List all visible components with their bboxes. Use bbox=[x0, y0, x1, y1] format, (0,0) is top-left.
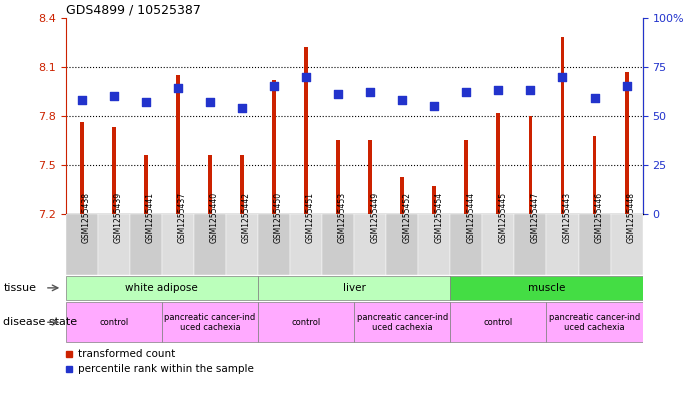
Text: muscle: muscle bbox=[528, 283, 565, 293]
Text: GSM1255449: GSM1255449 bbox=[370, 192, 379, 243]
Point bbox=[76, 97, 87, 103]
Point bbox=[172, 85, 183, 92]
Text: GSM1255438: GSM1255438 bbox=[82, 192, 91, 243]
Bar bbox=[258, 214, 290, 275]
Point bbox=[365, 89, 376, 95]
Bar bbox=[208, 155, 212, 214]
Point bbox=[140, 99, 151, 105]
Point bbox=[461, 89, 472, 95]
Bar bbox=[496, 113, 500, 214]
Bar bbox=[625, 72, 629, 214]
Bar bbox=[451, 214, 482, 275]
Text: percentile rank within the sample: percentile rank within the sample bbox=[78, 364, 254, 375]
Text: GSM1255445: GSM1255445 bbox=[498, 192, 507, 243]
Bar bbox=[529, 116, 532, 214]
Text: GSM1255448: GSM1255448 bbox=[627, 192, 636, 243]
Point bbox=[236, 105, 247, 111]
Text: control: control bbox=[99, 318, 129, 327]
Bar bbox=[578, 214, 611, 275]
Text: white adipose: white adipose bbox=[126, 283, 198, 293]
Bar bbox=[66, 214, 97, 275]
Text: GSM1255441: GSM1255441 bbox=[146, 192, 155, 243]
Bar bbox=[322, 214, 354, 275]
Text: GSM1255453: GSM1255453 bbox=[338, 192, 347, 243]
Point bbox=[621, 83, 632, 90]
Point bbox=[301, 73, 312, 80]
Bar bbox=[464, 141, 468, 214]
Text: tissue: tissue bbox=[3, 283, 37, 293]
Text: liver: liver bbox=[343, 283, 366, 293]
Point bbox=[525, 87, 536, 94]
Point bbox=[397, 97, 408, 103]
Text: GSM1255442: GSM1255442 bbox=[242, 192, 251, 243]
Bar bbox=[66, 276, 258, 299]
Bar bbox=[354, 302, 451, 342]
Bar bbox=[258, 276, 451, 299]
Text: control: control bbox=[484, 318, 513, 327]
Bar bbox=[514, 214, 547, 275]
Bar bbox=[194, 214, 226, 275]
Text: GSM1255446: GSM1255446 bbox=[594, 192, 603, 243]
Point bbox=[332, 91, 343, 97]
Text: pancreatic cancer-ind
uced cachexia: pancreatic cancer-ind uced cachexia bbox=[549, 312, 640, 332]
Bar bbox=[418, 214, 451, 275]
Bar bbox=[337, 141, 340, 214]
Text: GSM1255444: GSM1255444 bbox=[466, 192, 475, 243]
Bar bbox=[611, 214, 643, 275]
Bar bbox=[176, 75, 180, 214]
Bar bbox=[433, 186, 436, 214]
Bar bbox=[593, 136, 596, 214]
Point bbox=[493, 87, 504, 94]
Bar bbox=[482, 214, 514, 275]
Text: GSM1255437: GSM1255437 bbox=[178, 192, 187, 243]
Text: GDS4899 / 10525387: GDS4899 / 10525387 bbox=[66, 4, 200, 17]
Bar bbox=[162, 302, 258, 342]
Bar bbox=[304, 47, 308, 214]
Bar bbox=[66, 302, 162, 342]
Bar bbox=[112, 127, 115, 214]
Point bbox=[589, 95, 600, 101]
Bar bbox=[240, 155, 244, 214]
Text: pancreatic cancer-ind
uced cachexia: pancreatic cancer-ind uced cachexia bbox=[357, 312, 448, 332]
Bar bbox=[290, 214, 322, 275]
Bar bbox=[162, 214, 194, 275]
Text: control: control bbox=[292, 318, 321, 327]
Point bbox=[428, 103, 439, 109]
Bar bbox=[400, 176, 404, 214]
Bar bbox=[272, 80, 276, 214]
Text: GSM1255452: GSM1255452 bbox=[402, 192, 411, 243]
Bar bbox=[258, 302, 354, 342]
Bar bbox=[547, 302, 643, 342]
Bar bbox=[226, 214, 258, 275]
Point bbox=[108, 93, 120, 99]
Point bbox=[269, 83, 280, 90]
Text: GSM1255439: GSM1255439 bbox=[114, 192, 123, 243]
Text: GSM1255450: GSM1255450 bbox=[274, 192, 283, 243]
Text: GSM1255443: GSM1255443 bbox=[562, 192, 571, 243]
Bar bbox=[97, 214, 130, 275]
Point bbox=[557, 73, 568, 80]
Text: GSM1255454: GSM1255454 bbox=[434, 192, 443, 243]
Text: disease state: disease state bbox=[3, 317, 77, 327]
Text: GSM1255451: GSM1255451 bbox=[306, 192, 315, 243]
Bar bbox=[451, 302, 547, 342]
Bar bbox=[386, 214, 418, 275]
Text: pancreatic cancer-ind
uced cachexia: pancreatic cancer-ind uced cachexia bbox=[164, 312, 256, 332]
Text: GSM1255440: GSM1255440 bbox=[210, 192, 219, 243]
Bar bbox=[79, 123, 84, 214]
Bar bbox=[144, 155, 148, 214]
Text: GSM1255447: GSM1255447 bbox=[531, 192, 540, 243]
Text: transformed count: transformed count bbox=[78, 349, 176, 359]
Point bbox=[205, 99, 216, 105]
Bar bbox=[547, 214, 578, 275]
Bar bbox=[451, 276, 643, 299]
Bar bbox=[368, 141, 372, 214]
Bar bbox=[130, 214, 162, 275]
Bar bbox=[560, 37, 565, 214]
Bar bbox=[354, 214, 386, 275]
